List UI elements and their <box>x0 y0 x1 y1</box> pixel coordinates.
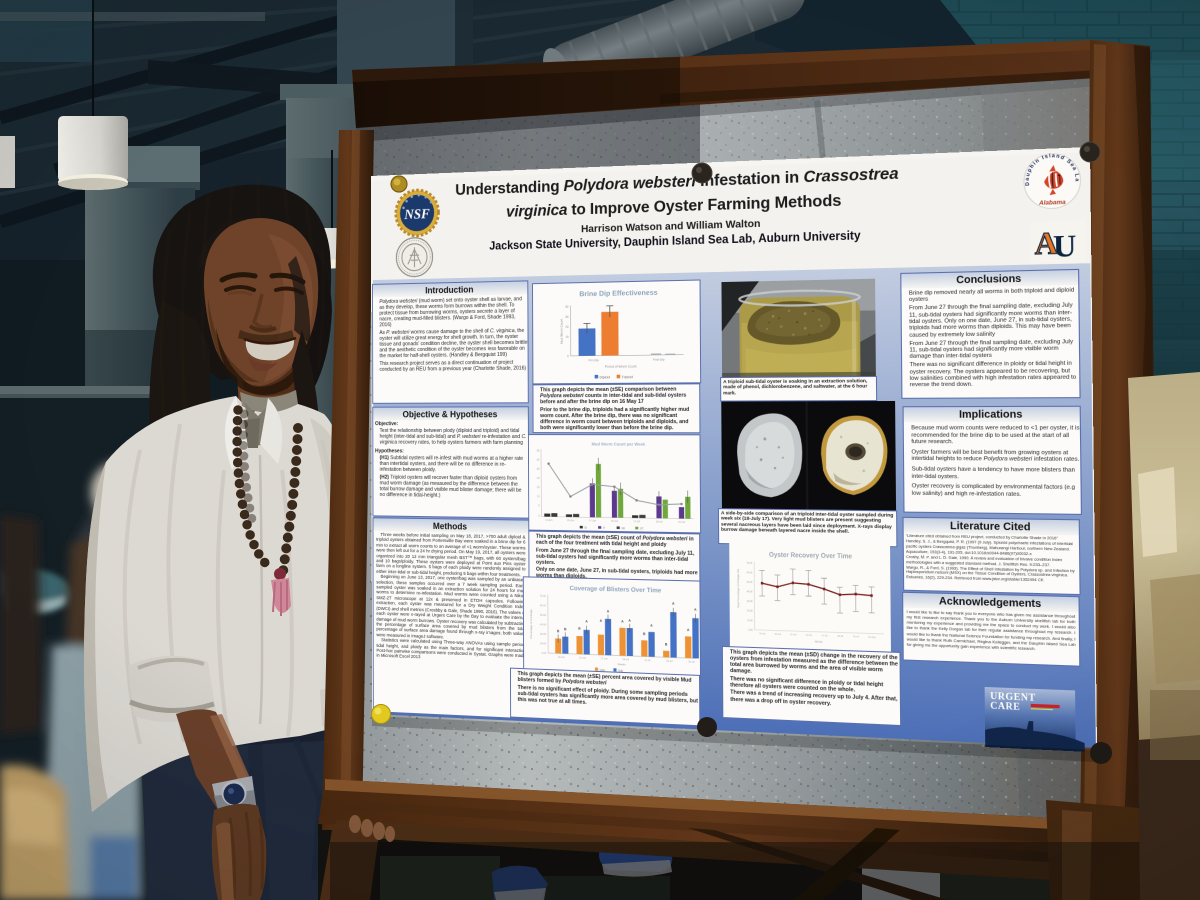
svg-text:0: 0 <box>538 514 540 517</box>
svg-text:Oyster Recovery Over Time: Oyster Recovery Over Time <box>769 552 853 561</box>
svg-text:Alabama: Alabama <box>1038 199 1066 207</box>
svg-text:ID: ID <box>584 526 587 529</box>
svg-text:70.00: 70.00 <box>540 596 547 598</box>
svg-text:60.00: 60.00 <box>540 605 547 607</box>
svg-text:11-Jul: 11-Jul <box>633 521 640 523</box>
svg-text:04-Jul: 04-Jul <box>806 635 812 638</box>
svg-text:Brine Dip Effectiveness: Brine Dip Effectiveness <box>579 289 658 298</box>
svg-text:15: 15 <box>537 486 541 489</box>
svg-text:40.00: 40.00 <box>540 624 547 626</box>
svg-text:10: 10 <box>537 495 541 498</box>
svg-text:Pre-Dip: Pre-Dip <box>589 358 600 362</box>
svg-text:18-Jul: 18-Jul <box>656 521 663 523</box>
svg-text:27-Jun: 27-Jun <box>589 520 597 522</box>
svg-text:30: 30 <box>537 458 541 461</box>
svg-text:Weeks: Weeks <box>815 641 824 644</box>
svg-text:11-Jul: 11-Jul <box>644 660 651 662</box>
svg-text:20: 20 <box>565 324 569 328</box>
svg-text:18-Jul: 18-Jul <box>837 636 844 639</box>
svg-text:Mud Worm Count per Week: Mud Worm Count per Week <box>592 442 647 447</box>
svg-text:18-Jul: 18-Jul <box>666 660 673 663</box>
svg-text:13-Jun: 13-Jun <box>558 657 566 660</box>
svg-text:04-Jul: 04-Jul <box>623 659 630 661</box>
svg-text:01-Aug: 01-Aug <box>868 635 875 639</box>
svg-text:25-Jul: 25-Jul <box>688 661 695 664</box>
svg-text:Post-Dip: Post-Dip <box>653 357 665 362</box>
svg-text:Diploid: Diploid <box>600 375 611 379</box>
svg-text:20-Jun: 20-Jun <box>775 634 782 637</box>
svg-text:20.00: 20.00 <box>747 610 754 613</box>
svg-text:04-Jul: 04-Jul <box>611 521 618 523</box>
svg-text:5: 5 <box>538 504 540 507</box>
svg-text:13-Jun: 13-Jun <box>759 633 765 636</box>
svg-text:70.00: 70.00 <box>747 563 754 566</box>
svg-text:B: B <box>578 626 581 631</box>
svg-text:13-Jun: 13-Jun <box>545 520 553 522</box>
svg-text:50.00: 50.00 <box>540 615 547 617</box>
svg-text:60.00: 60.00 <box>747 572 754 575</box>
svg-text:Inter: Inter <box>600 668 606 673</box>
svg-text:A: A <box>687 628 690 633</box>
svg-text:50.00: 50.00 <box>747 582 754 585</box>
svg-text:Period of Worm Count: Period of Worm Count <box>605 364 637 369</box>
svg-text:A: A <box>600 618 603 623</box>
svg-text:B: B <box>557 629 560 634</box>
svg-text:25: 25 <box>537 467 541 470</box>
svg-text:10.00: 10.00 <box>747 620 754 623</box>
svg-text:20: 20 <box>537 477 541 480</box>
svg-text:Coverage of Blisters Over Time: Coverage of Blisters Over Time <box>570 586 662 595</box>
svg-text:25-Jul: 25-Jul <box>678 522 685 524</box>
svg-text:B: B <box>643 632 646 637</box>
svg-text:A: A <box>650 623 653 628</box>
svg-text:ST: ST <box>640 527 644 530</box>
svg-text:Percentage of Coverage: Percentage of Coverage <box>530 608 533 638</box>
svg-text:U: U <box>1053 228 1077 264</box>
svg-text:11-Jul: 11-Jul <box>822 635 828 638</box>
svg-text:30.00: 30.00 <box>540 634 547 636</box>
svg-text:A: A <box>628 618 631 623</box>
svg-text:0.00: 0.00 <box>748 630 753 633</box>
svg-text:35: 35 <box>537 449 541 452</box>
svg-text:0: 0 <box>567 354 569 358</box>
svg-text:0.00: 0.00 <box>541 653 546 655</box>
svg-text:10: 10 <box>565 335 569 339</box>
svg-text:40.00: 40.00 <box>747 591 754 594</box>
svg-text:20-Jun: 20-Jun <box>579 657 587 660</box>
svg-text:30.00: 30.00 <box>747 601 754 604</box>
svg-text:Total Percentage of Change (%): Total Percentage of Change (%) <box>737 569 740 609</box>
svg-text:Triploid: Triploid <box>622 375 633 379</box>
svg-text:A: A <box>607 609 610 614</box>
svg-text:A: A <box>694 607 697 612</box>
svg-text:A: A <box>1034 225 1058 261</box>
svg-text:27-Jun: 27-Jun <box>790 634 797 637</box>
svg-text:25-Jul: 25-Jul <box>853 636 860 639</box>
svg-text:27-Jun: 27-Jun <box>601 658 609 661</box>
svg-text:30: 30 <box>565 314 569 318</box>
svg-text:SD: SD <box>621 527 625 530</box>
svg-text:20.00: 20.00 <box>540 643 547 645</box>
svg-text:Sub: Sub <box>618 668 624 673</box>
svg-text:A: A <box>672 601 675 606</box>
svg-text:IT: IT <box>603 527 606 530</box>
svg-text:A: A <box>585 619 588 624</box>
svg-text:20-Jun: 20-Jun <box>567 520 575 522</box>
svg-text:A: A <box>621 619 624 624</box>
svg-text:B: B <box>665 642 668 647</box>
svg-text:40: 40 <box>565 304 569 308</box>
svg-text:Weeks: Weeks <box>618 663 627 667</box>
svg-text:B: B <box>564 627 567 632</box>
svg-text:NSF: NSF <box>403 205 430 222</box>
svg-text:Mud Worm Count: Mud Worm Count <box>559 319 563 344</box>
